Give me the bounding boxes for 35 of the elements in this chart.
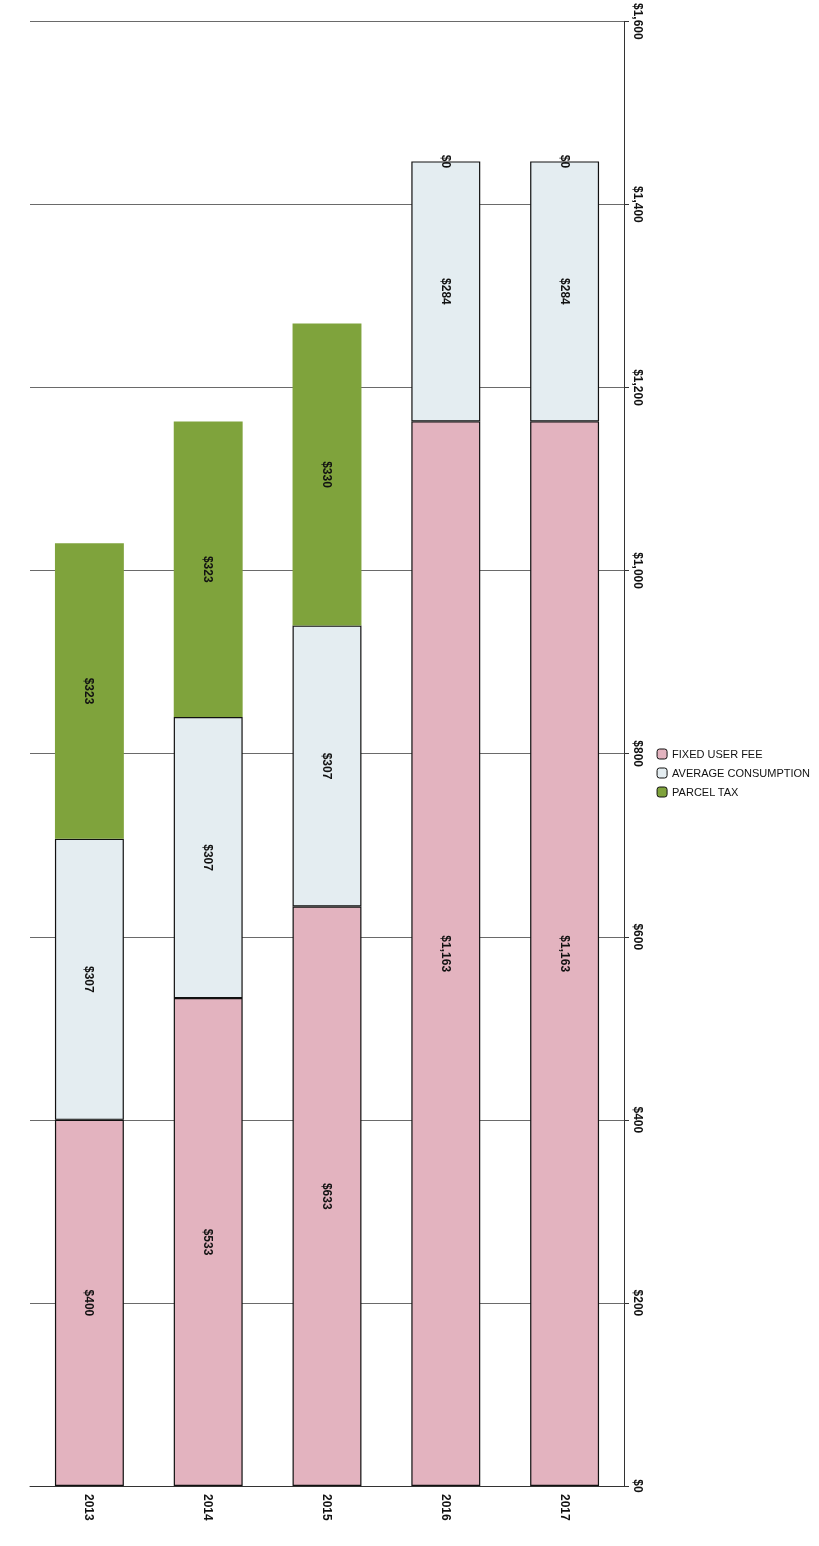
data-label: $284	[438, 278, 453, 306]
y-tick-label: $1,400	[631, 186, 645, 224]
x-tick-label: 2015	[320, 1494, 334, 1522]
x-tick-label: 2013	[82, 1494, 97, 1522]
data-label: $323	[82, 677, 97, 705]
data-label: $330	[320, 461, 334, 489]
y-tick-label: $1,000	[631, 552, 645, 590]
y-tick-label: $600	[631, 923, 645, 951]
data-label: $307	[320, 752, 334, 780]
y-tick-label: $800	[631, 740, 645, 768]
y-tick-label: $1,600	[631, 3, 645, 41]
data-label: $284	[557, 278, 572, 306]
bar	[292, 323, 362, 626]
bar	[54, 543, 124, 839]
bar	[173, 421, 243, 718]
legend-label: PARCEL TAX	[672, 786, 739, 798]
data-label: $323	[201, 555, 216, 583]
y-tick-label: $200	[631, 1289, 645, 1317]
data-label: $0	[557, 154, 572, 169]
legend-label: AVERAGE CONSUMPTION	[672, 767, 811, 779]
data-label: $307	[201, 844, 216, 872]
data-label: $1,163	[438, 935, 453, 973]
y-tick-label: $1,200	[631, 369, 645, 407]
y-tick-label: $400	[631, 1106, 645, 1134]
data-label: $633	[320, 1182, 334, 1210]
data-label: $533	[201, 1228, 216, 1256]
legend-label: FIXED USER FEE	[672, 748, 763, 760]
y-tick-label: $0	[631, 1479, 645, 1493]
data-label: $307	[82, 965, 97, 993]
x-tick-label: 2014	[201, 1494, 216, 1522]
data-label: $0	[438, 154, 453, 169]
x-tick-label: 2016	[438, 1494, 453, 1522]
data-label: $400	[82, 1289, 97, 1317]
data-label: $1,163	[557, 935, 572, 973]
x-tick-label: 2017	[557, 1494, 572, 1522]
